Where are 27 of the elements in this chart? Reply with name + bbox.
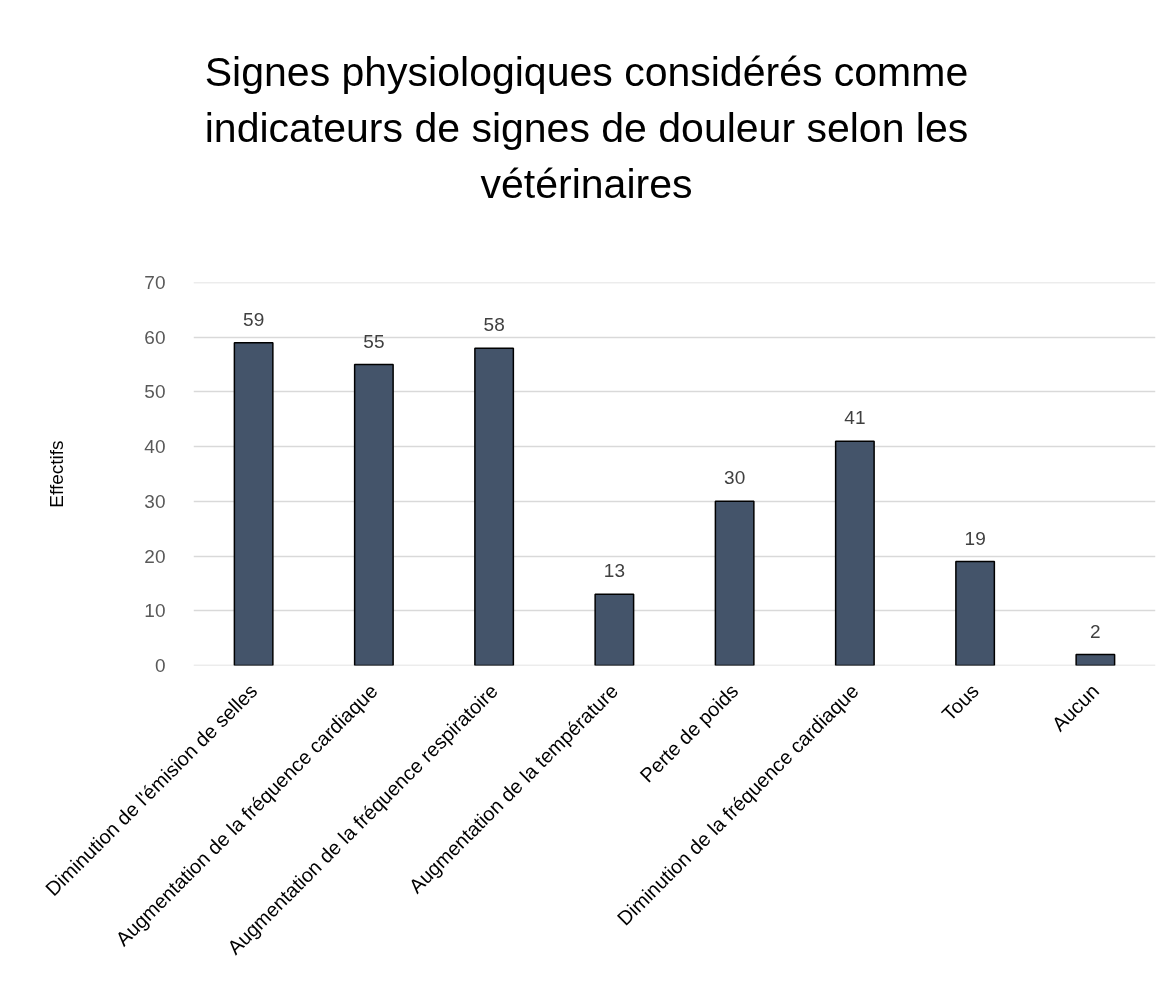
y-tick-label: 70	[144, 272, 166, 293]
data-label: 58	[483, 314, 505, 336]
data-label: 2	[1090, 620, 1101, 642]
bar	[1075, 653, 1116, 666]
bar	[714, 500, 755, 666]
y-tick-label: 40	[144, 436, 166, 458]
data-label: 19	[964, 527, 986, 549]
bar	[955, 560, 996, 666]
bar	[834, 440, 875, 666]
y-axis-title: Effectifs	[46, 440, 68, 508]
y-tick-label: 30	[144, 490, 166, 512]
y-tick-label: 0	[154, 655, 166, 676]
y-tick-label: 60	[144, 326, 166, 348]
data-label: 59	[243, 308, 265, 330]
bar	[233, 341, 274, 666]
bar	[353, 363, 394, 666]
y-tick-label: 10	[144, 600, 166, 622]
y-tick-label: 20	[144, 545, 166, 567]
bar	[474, 347, 515, 666]
data-label: 55	[363, 330, 385, 352]
data-label: 30	[724, 467, 746, 489]
x-tick-label: Tous	[937, 679, 983, 726]
data-label: 13	[603, 560, 625, 582]
data-label: 41	[844, 407, 866, 429]
y-tick-label: 50	[144, 381, 166, 403]
bar	[594, 593, 635, 666]
chart-title: Signes physiologiques considérés comme indicateurs de signes de douleur selon les vétérinaires	[203, 48, 970, 209]
